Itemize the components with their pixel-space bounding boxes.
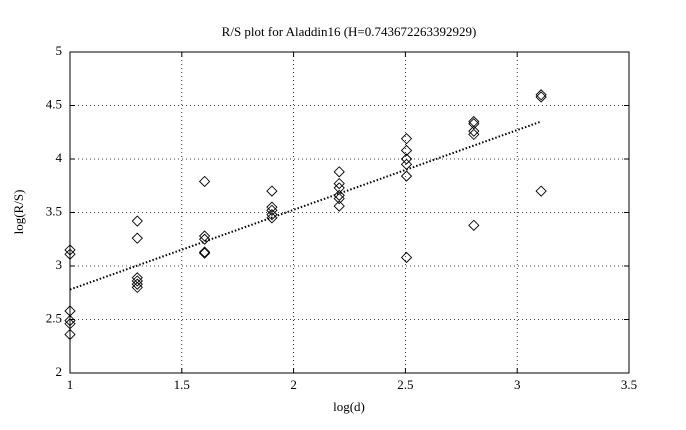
x-tick-label: 3.5 [621,377,637,392]
x-tick-label: 2 [290,377,297,392]
x-tick-label: 1.5 [174,377,190,392]
diamond-marker [535,91,547,103]
diamond-marker [400,251,413,264]
diamond-marker [64,248,76,260]
diamond-marker [198,233,211,245]
y-tick-label: 2 [56,364,63,379]
diamond-marker [266,185,278,197]
diamond-marker [198,246,211,258]
diamond-marker [266,201,278,213]
x-tick-label: 2.5 [397,377,413,392]
diamond-marker [64,328,76,341]
y-tick-label: 2.5 [46,310,62,325]
diamond-marker [333,189,345,202]
diamond-marker [400,133,413,145]
diamond-marker [400,170,413,182]
diamond-marker [266,209,278,221]
y-tick-label: 4 [56,150,63,165]
chart-title: R/S plot for Aladdin16 (H=0.743672263392… [222,24,477,39]
diamond-marker [131,278,143,290]
diamond-marker [468,125,480,137]
plot-frame [69,51,630,374]
y-tick-label: 3.5 [46,203,62,218]
diamond-marker [131,232,143,244]
diamond-marker [468,219,480,231]
diamond-marker [64,314,76,327]
y-axis-label: log(R/S) [11,190,26,235]
diamond-marker [131,281,143,294]
diamond-marker [333,166,345,178]
diamond-marker [535,185,547,197]
x-tick-label: 1 [67,377,74,392]
diamond-marker [131,215,143,227]
diamond-marker [333,200,345,212]
diamond-marker [400,153,413,165]
diamond-marker [266,204,278,216]
x-tick-label: 3 [514,377,521,392]
diamond-marker [535,89,547,101]
fit-line [69,120,542,291]
y-tick-label: 3 [56,257,63,272]
diamond-marker [198,175,211,188]
diamond-marker [468,118,480,130]
diamond-marker [333,192,345,205]
diamond-marker [64,318,76,330]
diamond-marker [468,128,480,141]
diamond-marker [131,275,143,287]
diamond-marker [198,230,211,242]
diamond-marker [400,144,413,157]
y-tick-label: 5 [56,43,63,58]
diamond-marker [333,177,345,190]
x-axis-label: log(d) [333,399,365,414]
diamond-marker [198,247,211,259]
diamond-marker [333,182,345,194]
diamond-marker [64,244,76,256]
y-tick-label: 4.5 [46,96,62,111]
